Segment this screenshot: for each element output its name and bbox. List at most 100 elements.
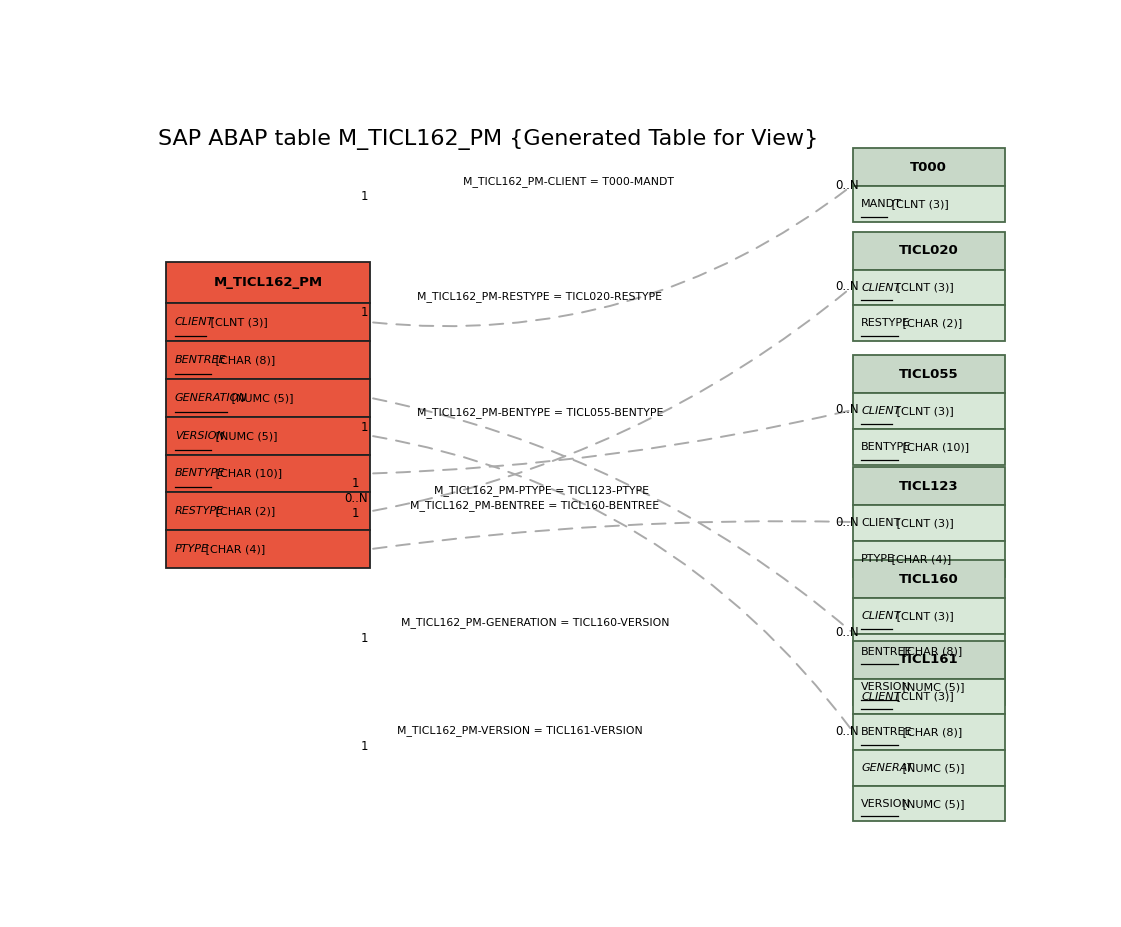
Text: PTYPE: PTYPE [175,544,209,554]
Text: 0..N: 0..N [835,280,859,293]
Text: CLIENT: CLIENT [861,611,900,621]
Polygon shape [852,429,1004,464]
Polygon shape [166,261,370,303]
Text: 0..N: 0..N [835,725,859,738]
Text: [CHAR (4)]: [CHAR (4)] [202,544,265,554]
Text: [NUMC (5)]: [NUMC (5)] [228,393,294,403]
Text: TICL160: TICL160 [899,573,958,586]
Text: T000: T000 [910,160,947,173]
Polygon shape [852,541,1004,577]
Text: M_TICL162_PM-GENERATION = TICL160-VERSION: M_TICL162_PM-GENERATION = TICL160-VERSIO… [401,616,669,628]
Text: [CLNT (3)]: [CLNT (3)] [893,406,954,416]
Text: 0..N: 0..N [835,179,859,192]
FancyArrowPatch shape [373,399,851,631]
Text: MANDT: MANDT [861,199,902,209]
Text: M_TICL162_PM-VERSION = TICL161-VERSION: M_TICL162_PM-VERSION = TICL161-VERSION [397,725,642,735]
Text: 1: 1 [361,740,368,753]
Text: 0..N: 0..N [835,626,859,639]
Text: [CHAR (2)]: [CHAR (2)] [212,506,276,516]
Text: PTYPE: PTYPE [861,553,896,564]
Text: [CLNT (3)]: [CLNT (3)] [893,611,954,621]
Polygon shape [852,750,1004,786]
Text: [CLNT (3)]: [CLNT (3)] [893,283,954,293]
Text: M_TICL162_PM-CLIENT = T000-MANDT: M_TICL162_PM-CLIENT = T000-MANDT [463,176,674,186]
Text: 1: 1 [361,421,368,434]
Text: 1: 1 [361,190,368,203]
Polygon shape [852,715,1004,750]
Text: GENERATION: GENERATION [175,393,248,403]
Text: [CHAR (4)]: [CHAR (4)] [888,553,952,564]
Text: BENTYPE: BENTYPE [861,442,911,451]
Polygon shape [852,679,1004,715]
Text: M_TICL162_PM: M_TICL162_PM [214,276,323,289]
Text: GENERAT: GENERAT [861,763,914,773]
Polygon shape [166,454,370,492]
Text: [CHAR (8)]: [CHAR (8)] [899,728,962,737]
FancyArrowPatch shape [373,288,851,511]
Polygon shape [852,232,1004,270]
Text: CLIENT: CLIENT [861,692,900,702]
Polygon shape [852,186,1004,222]
Text: RESTYPE: RESTYPE [175,506,224,516]
Text: [NUMC (5)]: [NUMC (5)] [899,682,964,692]
Polygon shape [852,148,1004,186]
Polygon shape [166,492,370,530]
Text: BENTREE: BENTREE [175,355,226,365]
Text: M_TICL162_PM-BENTYPE = TICL055-BENTYPE: M_TICL162_PM-BENTYPE = TICL055-BENTYPE [417,407,663,418]
Polygon shape [852,305,1004,341]
Polygon shape [166,379,370,417]
Text: CLIENT: CLIENT [861,283,900,293]
Text: [CHAR (10)]: [CHAR (10)] [212,468,282,478]
Text: 1
0..N
1: 1 0..N 1 [344,476,368,520]
Text: 1: 1 [361,306,368,319]
Text: M_TICL162_PM-PTYPE = TICL123-PTYPE: M_TICL162_PM-PTYPE = TICL123-PTYPE [434,486,649,497]
Polygon shape [852,598,1004,634]
Polygon shape [852,641,1004,679]
Text: RESTYPE: RESTYPE [861,318,910,328]
Text: VERSION: VERSION [175,431,224,440]
Polygon shape [166,341,370,379]
Text: BENTREE: BENTREE [861,728,912,737]
Polygon shape [852,669,1004,705]
Polygon shape [166,303,370,341]
Text: TICL020: TICL020 [899,245,958,258]
Text: 0..N: 0..N [835,403,859,416]
Polygon shape [166,417,370,454]
Text: M_TICL162_PM-RESTYPE = TICL020-RESTYPE: M_TICL162_PM-RESTYPE = TICL020-RESTYPE [417,291,663,302]
Text: TICL055: TICL055 [899,368,958,381]
Polygon shape [852,393,1004,429]
Text: SAP ABAP table M_TICL162_PM {Generated Table for View}: SAP ABAP table M_TICL162_PM {Generated T… [157,129,817,150]
Text: [CLNT (3)]: [CLNT (3)] [893,518,954,528]
FancyArrowPatch shape [373,187,851,326]
Polygon shape [852,560,1004,598]
Polygon shape [166,530,370,568]
Text: VERSION: VERSION [861,799,911,808]
Text: M_TICL162_PM-BENTREE = TICL160-BENTREE: M_TICL162_PM-BENTREE = TICL160-BENTREE [410,500,659,511]
Polygon shape [852,355,1004,393]
Polygon shape [852,505,1004,541]
Text: [CLNT (3)]: [CLNT (3)] [207,317,268,327]
Text: [NUMC (5)]: [NUMC (5)] [212,431,278,440]
Text: VERSION: VERSION [861,682,911,692]
Text: [CLNT (3)]: [CLNT (3)] [888,199,948,209]
Text: [CHAR (8)]: [CHAR (8)] [212,355,276,365]
Polygon shape [852,634,1004,669]
Polygon shape [852,270,1004,305]
Text: TICL161: TICL161 [899,654,958,667]
Text: CLIENT: CLIENT [861,518,900,528]
Text: [NUMC (5)]: [NUMC (5)] [899,763,964,773]
Text: CLIENT: CLIENT [861,406,900,416]
Text: BENTREE: BENTREE [861,646,912,656]
Text: [CHAR (2)]: [CHAR (2)] [899,318,962,328]
Text: CLIENT: CLIENT [175,317,214,327]
Text: 0..N: 0..N [835,515,859,528]
Text: [NUMC (5)]: [NUMC (5)] [899,799,964,808]
Text: 1: 1 [361,631,368,644]
FancyArrowPatch shape [373,436,851,729]
Text: [CLNT (3)]: [CLNT (3)] [893,692,954,702]
Text: [CHAR (10)]: [CHAR (10)] [899,442,969,451]
FancyArrowPatch shape [373,521,850,549]
Text: [CHAR (8)]: [CHAR (8)] [899,646,962,656]
Polygon shape [852,467,1004,505]
Polygon shape [852,786,1004,821]
